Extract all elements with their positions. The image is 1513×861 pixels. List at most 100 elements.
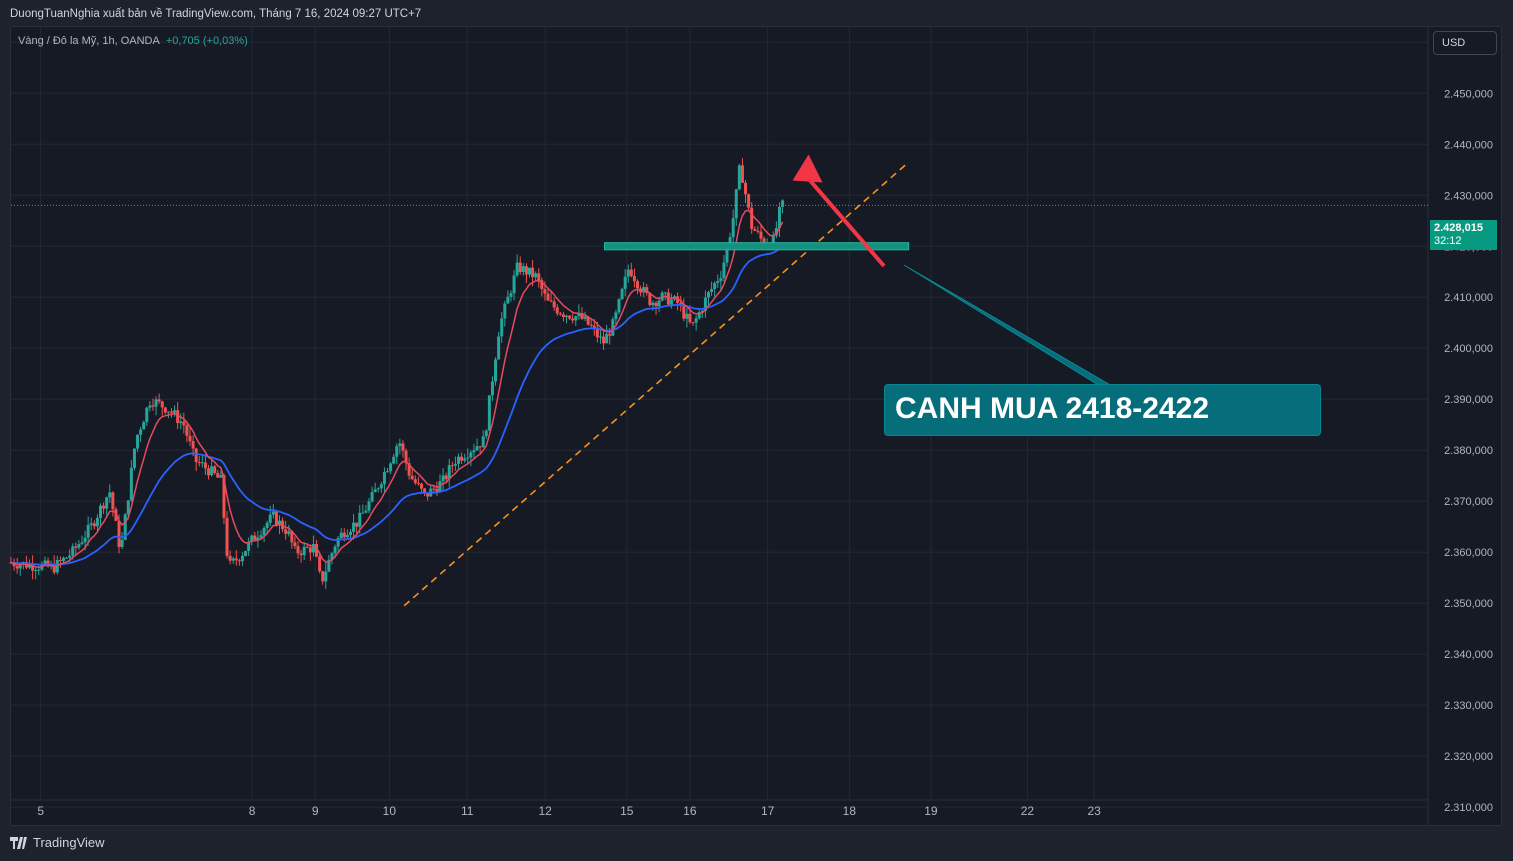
ma-slow-line	[10, 244, 784, 566]
candle-body	[447, 465, 451, 480]
candle-body	[43, 560, 47, 565]
last-price-value: 2.428,015	[1434, 222, 1483, 234]
candle-body	[540, 280, 544, 290]
candle-body	[129, 467, 133, 501]
candle-body	[568, 315, 572, 319]
time-tick-label: 8	[249, 804, 256, 818]
time-tick-label: 23	[1087, 804, 1101, 818]
candle-body	[31, 563, 35, 571]
candle-body	[722, 262, 726, 279]
candle-body	[713, 282, 717, 290]
candle-body	[80, 542, 84, 545]
candle-body	[395, 446, 399, 457]
price-tick-label: 2.450,000	[1444, 88, 1493, 100]
candle-body	[299, 553, 303, 556]
candle-body	[210, 466, 214, 476]
candle-body	[432, 488, 436, 490]
candle-body	[457, 456, 461, 464]
candle-body	[15, 566, 19, 569]
candle-body	[549, 300, 553, 302]
candle-body	[685, 313, 689, 319]
candle-body	[413, 479, 417, 483]
candle-body	[469, 452, 473, 458]
candle-body	[151, 405, 155, 407]
candle-body	[497, 336, 501, 360]
callout-pointer	[903, 264, 1114, 387]
candle-body	[571, 318, 575, 321]
tradingview-brand[interactable]: TradingView	[33, 835, 105, 850]
price-tick-label: 2.320,000	[1444, 751, 1493, 763]
price-tick-label: 2.400,000	[1444, 343, 1493, 355]
candle-body	[376, 488, 380, 490]
candle-body	[321, 571, 325, 582]
candle-body	[237, 560, 241, 562]
candle-body	[694, 318, 698, 323]
candle-body	[389, 463, 393, 472]
candle-body	[157, 399, 161, 402]
candle-body	[453, 463, 457, 466]
candle-body	[463, 458, 467, 461]
candle-body	[435, 488, 439, 493]
candle-body	[287, 531, 291, 534]
price-tick-label: 2.350,000	[1444, 598, 1493, 610]
candle-body	[762, 238, 766, 245]
candle-body	[274, 511, 278, 526]
candle-body	[271, 511, 275, 515]
candle-body	[527, 267, 531, 275]
candle-body	[728, 237, 732, 246]
candle-body	[342, 532, 346, 538]
tradingview-logo-icon[interactable]	[10, 837, 30, 849]
candle-body	[478, 446, 482, 448]
price-tick-label: 2.360,000	[1444, 547, 1493, 559]
candle-body	[654, 302, 658, 307]
bullish-arrow-icon	[792, 154, 823, 183]
candle-body	[234, 558, 238, 561]
time-tick-label: 22	[1021, 804, 1035, 818]
candle-body	[444, 475, 448, 480]
candle-body	[611, 319, 615, 336]
candle-body	[207, 468, 211, 476]
candle-body	[12, 562, 16, 567]
candle-body	[401, 443, 405, 451]
candle-body	[339, 532, 343, 539]
candle-body	[108, 492, 112, 498]
candle-body	[737, 165, 741, 190]
uptrend-line[interactable]	[403, 161, 910, 607]
candle-body	[290, 531, 294, 543]
candle-body	[364, 510, 368, 513]
time-tick-label: 15	[620, 804, 634, 818]
ma-fast-line	[10, 209, 784, 569]
candle-body	[577, 312, 581, 317]
candle-body	[61, 557, 65, 561]
bar-countdown: 32:12	[1434, 235, 1462, 247]
support-zone[interactable]	[604, 242, 910, 251]
candle-body	[105, 497, 109, 509]
candle-body	[382, 472, 386, 485]
candle-body	[228, 555, 232, 561]
candle-body	[441, 475, 445, 482]
candle-body	[219, 475, 223, 478]
candle-body	[336, 538, 340, 547]
candle-body	[83, 537, 87, 543]
candle-body	[777, 206, 781, 229]
price-tick-label: 2.410,000	[1444, 292, 1493, 304]
candle-body	[416, 482, 420, 484]
candle-body	[617, 299, 621, 313]
candle-body	[173, 410, 177, 413]
candle-body	[330, 553, 334, 560]
currency-button[interactable]: USD	[1433, 31, 1497, 55]
candle-body	[595, 327, 599, 338]
candle-body	[614, 312, 618, 320]
candle-body	[379, 484, 383, 489]
candle-body	[703, 297, 707, 311]
candle-body	[102, 505, 106, 509]
candle-body	[700, 310, 704, 313]
candle-body	[605, 333, 609, 344]
candle-body	[747, 194, 751, 208]
candle-body	[250, 535, 254, 542]
candle-body	[592, 325, 596, 328]
time-tick-label: 5	[37, 804, 44, 818]
candle-body	[176, 410, 180, 424]
candle-body	[537, 273, 541, 281]
